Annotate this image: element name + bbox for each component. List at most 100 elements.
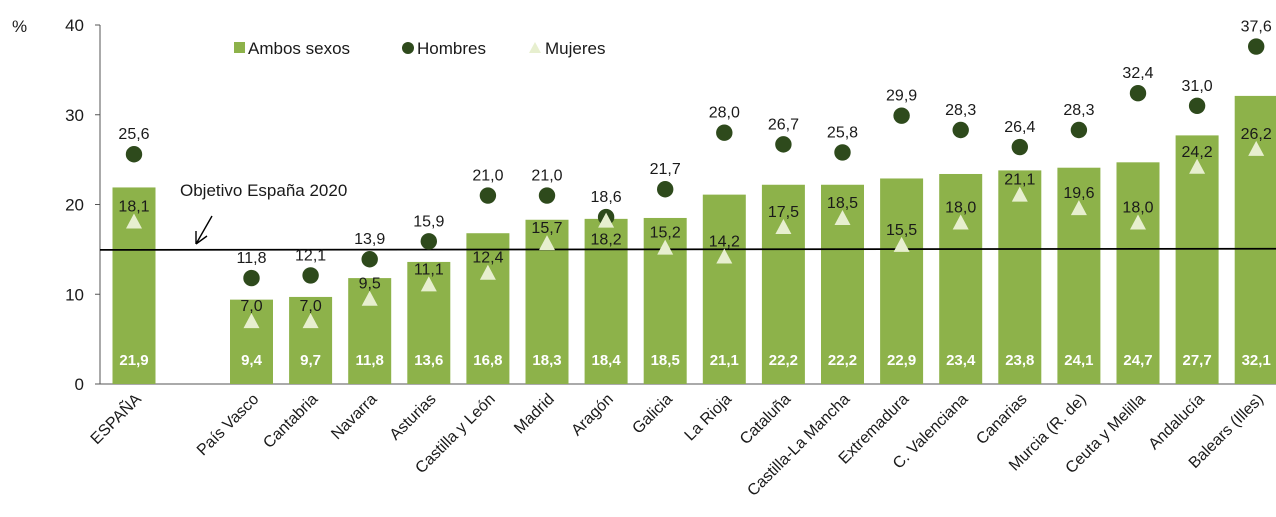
hombres-value-label: 11,8 [237,250,267,267]
legend-label-mujeres: Mujeres [545,39,605,58]
hombres-value-label: 37,6 [1241,19,1272,36]
reference-line: Objetivo España 2020 [99,181,1276,251]
y-tick-label: 10 [65,285,84,304]
marker-mujeres [539,235,555,251]
reference-line-label: Objetivo España 2020 [180,181,347,200]
y-tick-label: 30 [65,106,84,125]
marker-hombres [243,269,260,287]
marker-mujeres [657,239,674,255]
bar-value-label: 18,3 [532,352,561,369]
marker-hombres [479,187,497,204]
bar-value-label: 9,4 [241,352,263,369]
hombres-value-label: 21,7 [650,161,681,178]
reference-arrow-icon [195,215,213,245]
hombres-value-label: 32,4 [1122,65,1153,82]
x-category-label: Cantabria [260,391,321,452]
marker-mujeres [834,209,851,225]
bar-value-label: 9,7 [300,352,321,369]
y-tick-label: 40 [65,16,84,35]
bar-value-label: 21,9 [119,352,148,369]
x-category-label: Navarra [328,391,380,443]
mujeres-value-label: 21,1 [1004,172,1035,189]
x-category-label: Andalucía [1146,391,1208,453]
hombres-value-label: 21,0 [472,168,503,185]
bar-value-label: 22,9 [887,352,916,369]
bar-value-label: 23,8 [1005,352,1034,369]
mujeres-value-label: 18,0 [1122,199,1153,216]
marker-hombres [125,146,143,163]
hombres-value-label: 28,0 [709,105,740,122]
marker-hombres [834,144,851,161]
bar-value-label: 16,8 [473,352,502,369]
x-category-label: Asturias [387,391,440,444]
mujeres-value-label: 11,1 [414,261,444,278]
bar-ambos-sexos [584,218,628,384]
bar-value-label: 21,1 [710,352,739,369]
marker-mujeres [1189,158,1206,174]
x-category-label: Castilla-La Mancha [744,391,853,500]
bar-value-label: 32,1 [1242,352,1271,369]
mujeres-value-label: 15,7 [531,220,562,237]
hombres-value-label: 28,3 [1063,102,1094,119]
mujeres-value-label: 7,0 [240,298,262,315]
legend-label-ambos-sexos: Ambos sexos [248,39,350,58]
marker-mujeres [952,214,969,230]
marker-mujeres [1011,186,1028,202]
bar-value-label: 24,7 [1123,352,1152,369]
bar-value-label: 13,6 [414,352,443,369]
marker-mujeres [126,213,142,229]
mujeres-value-label: 24,2 [1182,144,1213,161]
marker-mujeres [598,212,615,228]
marker-mujeres [361,290,378,306]
mujeres-value-label: 18,1 [118,199,149,216]
marker-mujeres [243,313,260,329]
bar-value-label: 11,8 [356,352,384,369]
marker-hombres [1248,38,1265,55]
mujeres-value-label: 18,5 [827,195,858,212]
x-category-label: Cataluña [737,391,794,448]
hombres-value-label: 29,9 [886,88,917,105]
markers: 25,6 11,8 12,1 13,9 15,9 21,0 21,0 18,6 21,7 28,0… [118,19,1272,329]
bar-ambos-sexos [761,184,805,384]
x-category-label: País Vasco [194,391,262,459]
marker-hombres [302,267,319,284]
marker-hombres [716,124,733,141]
bar-value-label: 22,2 [769,352,798,369]
hombres-value-label: 28,3 [945,102,976,119]
bar-ambos-sexos [466,233,510,384]
x-category-label: Madrid [511,391,558,438]
bar-value-label: 22,2 [828,352,857,369]
x-category-label: ESPAÑA [86,388,145,447]
marker-hombres [361,251,378,268]
bar-value-label: 27,7 [1182,352,1211,369]
mujeres-value-label: 14,2 [709,234,740,251]
marker-mujeres [1070,200,1087,216]
mujeres-value-label: 15,5 [886,222,917,239]
bar-ambos-sexos [880,178,924,384]
marker-hombres [1188,97,1206,114]
x-category-label: La Rioja [682,391,736,445]
y-axis-unit-label: % [12,17,27,36]
bar-ambos-sexos [702,194,746,384]
hombres-value-label: 18,6 [591,189,622,206]
y-tick-label: 0 [75,375,84,394]
marker-hombres [775,136,792,153]
marker-mujeres [1130,214,1146,230]
bars: 21,9 9,4 9,7 11,8 13,6 16,8 18,3 18,4 18,5 21,1 22… [112,95,1276,384]
mujeres-value-label: 17,5 [768,204,799,221]
hombres-value-label: 26,4 [1004,119,1035,136]
bar-value-label: 18,4 [591,352,621,369]
x-category-label: Canarias [973,391,1030,448]
hombres-value-label: 25,6 [118,126,149,143]
legend-swatch-mujeres [529,42,541,53]
bar-value-label: 23,4 [946,352,976,369]
marker-hombres [952,121,969,139]
legend: Ambos sexos Hombres Mujeres [234,39,605,58]
mujeres-value-label: 12,4 [472,250,503,267]
bar-ambos-sexos [1116,162,1160,384]
mujeres-value-label: 18,2 [591,232,622,249]
legend-label-hombres: Hombres [417,39,486,58]
legend-swatch-hombres [402,42,414,54]
